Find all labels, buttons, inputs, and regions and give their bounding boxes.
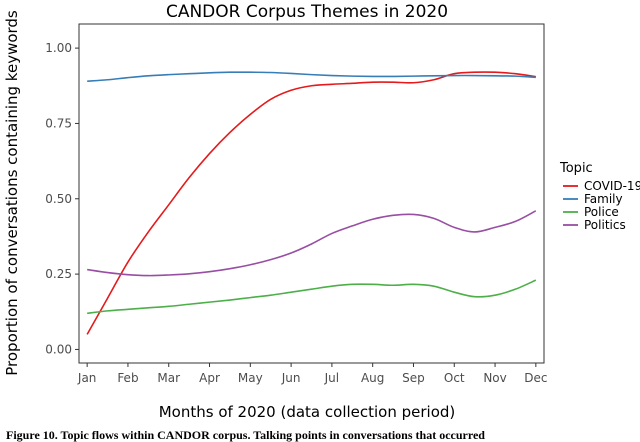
x-tick-label: Jan bbox=[77, 371, 97, 385]
plot-panel bbox=[78, 23, 545, 364]
legend-label-politics: Politics bbox=[584, 218, 626, 232]
legend-label-covid-19: COVID-19 bbox=[584, 179, 640, 193]
x-tick-label: Aug bbox=[361, 371, 384, 385]
chart-title: CANDOR Corpus Themes in 2020 bbox=[166, 2, 448, 22]
y-axis-title: Proportion of conversations containing k… bbox=[3, 10, 21, 376]
x-tick-label: May bbox=[238, 371, 263, 385]
series-line-family bbox=[87, 71, 536, 83]
x-tick-label: Dec bbox=[524, 371, 547, 385]
legend-label-police: Police bbox=[584, 205, 619, 219]
series-line-covid-19 bbox=[86, 71, 536, 335]
y-tick-label: 0.75 bbox=[45, 116, 72, 130]
x-axis: Jan Feb Mar Apr May Jun Jul Aug Sep Oct Nov Dec bbox=[77, 363, 547, 385]
legend-label-family: Family bbox=[584, 192, 623, 206]
line-chart: CANDOR Corpus Themes in 2020 0.00 0.25 0.5… bbox=[3, 2, 640, 421]
y-tick-label: 0.25 bbox=[45, 267, 72, 281]
series-line-politics bbox=[87, 210, 537, 277]
y-tick-label: 0.50 bbox=[45, 192, 72, 206]
x-tick-label: Mar bbox=[157, 371, 180, 385]
x-tick-label: Nov bbox=[483, 371, 506, 385]
y-axis: 0.00 0.25 0.50 0.75 1.00 bbox=[45, 41, 79, 356]
legend-title: Topic bbox=[559, 161, 593, 176]
x-axis-title: Months of 2020 (data collection period) bbox=[159, 403, 456, 421]
x-tick-label: Oct bbox=[444, 371, 465, 385]
x-tick-label: Jul bbox=[324, 371, 339, 385]
series-lines bbox=[86, 71, 537, 335]
series-line-police bbox=[87, 279, 537, 315]
figure-caption: Figure 10. Topic flows within CANDOR cor… bbox=[6, 428, 485, 442]
x-tick-label: Sep bbox=[402, 371, 425, 385]
y-tick-label: 0.00 bbox=[45, 342, 72, 356]
x-tick-label: Jun bbox=[281, 371, 301, 385]
x-tick-label: Apr bbox=[199, 371, 220, 385]
y-tick-label: 1.00 bbox=[45, 41, 72, 55]
x-tick-label: Feb bbox=[117, 371, 138, 385]
